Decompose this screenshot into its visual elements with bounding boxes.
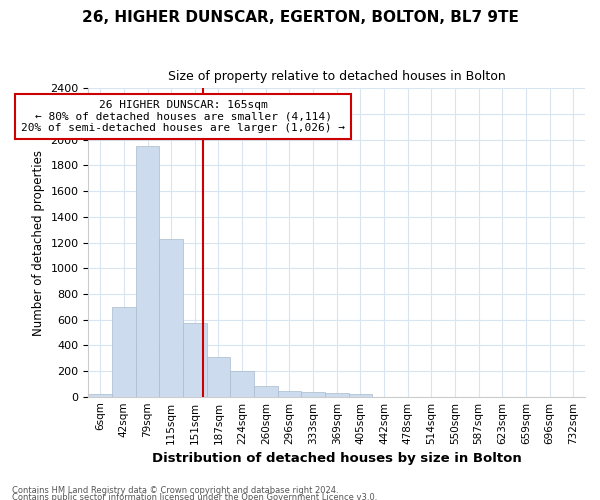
Bar (325, 393, 349, 396)
Bar (160, 238, 183, 396)
Bar (183, 323, 206, 396)
Text: Contains public sector information licensed under the Open Government Licence v3: Contains public sector information licen… (12, 494, 377, 500)
Bar (112, 306, 136, 396)
Bar (206, 358, 230, 397)
Bar (301, 392, 325, 396)
Bar (349, 394, 372, 396)
Bar (278, 391, 301, 396)
Y-axis label: Number of detached properties: Number of detached properties (32, 150, 45, 336)
X-axis label: Distribution of detached houses by size in Bolton: Distribution of detached houses by size … (152, 452, 521, 465)
Bar (230, 371, 254, 396)
Bar (136, 146, 160, 397)
Bar (254, 386, 278, 396)
Title: Size of property relative to detached houses in Bolton: Size of property relative to detached ho… (168, 70, 506, 83)
Text: Contains HM Land Registry data © Crown copyright and database right 2024.: Contains HM Land Registry data © Crown c… (12, 486, 338, 495)
Bar (88, 394, 112, 396)
Text: 26, HIGHER DUNSCAR, EGERTON, BOLTON, BL7 9TE: 26, HIGHER DUNSCAR, EGERTON, BOLTON, BL7… (82, 10, 518, 25)
Text: 26 HIGHER DUNSCAR: 165sqm
← 80% of detached houses are smaller (4,114)
20% of se: 26 HIGHER DUNSCAR: 165sqm ← 80% of detac… (21, 100, 345, 133)
